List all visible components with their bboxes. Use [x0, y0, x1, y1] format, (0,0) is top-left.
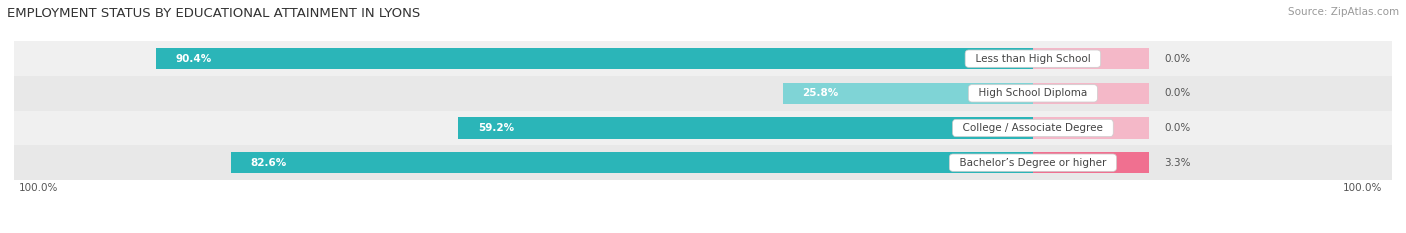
Text: 82.6%: 82.6% [250, 158, 287, 168]
Text: 25.8%: 25.8% [801, 88, 838, 98]
Text: 0.0%: 0.0% [1164, 123, 1189, 133]
Text: EMPLOYMENT STATUS BY EDUCATIONAL ATTAINMENT IN LYONS: EMPLOYMENT STATUS BY EDUCATIONAL ATTAINM… [7, 7, 420, 20]
Text: College / Associate Degree: College / Associate Degree [956, 123, 1109, 133]
Text: High School Diploma: High School Diploma [972, 88, 1094, 98]
Text: 0.0%: 0.0% [1164, 54, 1189, 64]
Text: 100.0%: 100.0% [1343, 183, 1382, 193]
Bar [14, 41, 1406, 76]
Text: 3.3%: 3.3% [1164, 158, 1191, 168]
Bar [232, 152, 1033, 173]
Text: 100.0%: 100.0% [18, 183, 58, 193]
Bar [1033, 152, 1149, 173]
Bar [1033, 117, 1149, 139]
Bar [14, 145, 1406, 180]
Bar [458, 117, 1033, 139]
Bar [783, 82, 1033, 104]
Text: Less than High School: Less than High School [969, 54, 1097, 64]
Bar [14, 76, 1406, 111]
Text: 59.2%: 59.2% [478, 123, 515, 133]
Text: Source: ZipAtlas.com: Source: ZipAtlas.com [1288, 7, 1399, 17]
Bar [14, 111, 1406, 145]
Text: 0.0%: 0.0% [1164, 88, 1189, 98]
Text: 90.4%: 90.4% [176, 54, 211, 64]
Bar [1033, 82, 1149, 104]
Text: Bachelor’s Degree or higher: Bachelor’s Degree or higher [953, 158, 1114, 168]
Bar [156, 48, 1033, 69]
Bar [1033, 48, 1149, 69]
